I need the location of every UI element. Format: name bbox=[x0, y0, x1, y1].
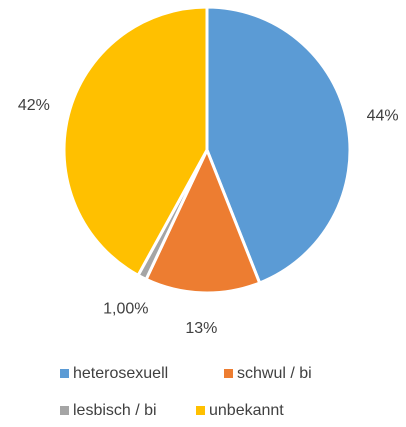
legend-swatch bbox=[196, 406, 205, 415]
pie-slice bbox=[62, 5, 209, 278]
pie-slice bbox=[205, 5, 352, 285]
data-label: 13% bbox=[185, 320, 217, 337]
legend-swatch bbox=[224, 369, 233, 378]
legend-swatch bbox=[60, 369, 69, 378]
data-label: 42% bbox=[18, 97, 50, 114]
data-label: 44% bbox=[367, 108, 399, 125]
data-label: 1,00% bbox=[103, 300, 148, 317]
pie-slice bbox=[144, 146, 262, 295]
legend-swatch bbox=[60, 406, 69, 415]
legend-label: heterosexuell bbox=[73, 365, 168, 382]
legend-label: unbekannt bbox=[209, 402, 284, 419]
legend-label: lesbisch / bi bbox=[73, 402, 157, 419]
legend-label: schwul / bi bbox=[237, 365, 312, 382]
